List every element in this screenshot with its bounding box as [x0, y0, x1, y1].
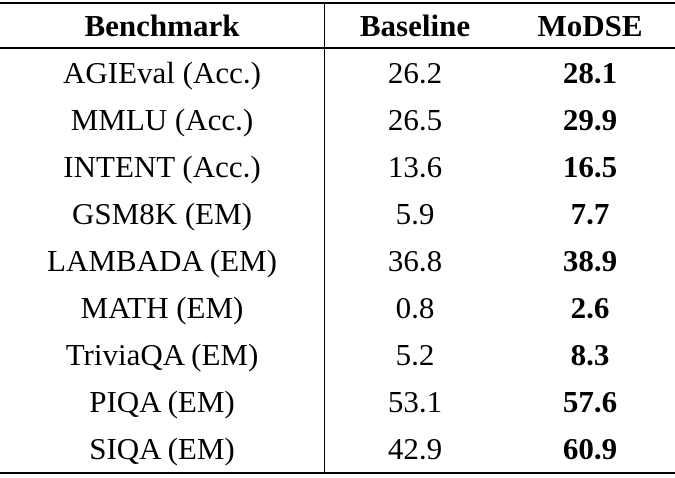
modse-cell: 29.9	[562, 102, 618, 137]
modse-cell: 7.7	[570, 196, 610, 231]
baseline-cell: 5.9	[395, 196, 435, 231]
benchmark-cell: GSM8K (EM)	[0, 190, 325, 237]
baseline-cell: 36.8	[387, 243, 443, 278]
baseline-cell: 42.9	[387, 431, 443, 466]
table-row: MMLU (Acc.) 26.5 29.9	[0, 96, 675, 143]
modse-cell: 2.6	[570, 290, 610, 325]
header-baseline: Baseline	[359, 8, 471, 43]
header-benchmark: Benchmark	[0, 4, 325, 47]
benchmark-cell: SIQA (EM)	[0, 425, 325, 472]
benchmark-cell: TriviaQA (EM)	[0, 331, 325, 378]
table-row: LAMBADA (EM) 36.8 38.9	[0, 237, 675, 284]
benchmark-cell: PIQA (EM)	[0, 378, 325, 425]
table-row: INTENT (Acc.) 13.6 16.5	[0, 143, 675, 190]
modse-cell: 8.3	[570, 337, 610, 372]
baseline-cell: 26.2	[387, 55, 443, 90]
table-row: MATH (EM) 0.8 2.6	[0, 284, 675, 331]
modse-cell: 38.9	[562, 243, 618, 278]
benchmark-cell: MMLU (Acc.)	[0, 96, 325, 143]
table-row: TriviaQA (EM) 5.2 8.3	[0, 331, 675, 378]
benchmark-cell: INTENT (Acc.)	[0, 143, 325, 190]
baseline-cell: 26.5	[387, 102, 443, 137]
table-row: PIQA (EM) 53.1 57.6	[0, 378, 675, 425]
benchmark-cell: MATH (EM)	[0, 284, 325, 331]
modse-cell: 57.6	[562, 384, 618, 419]
baseline-cell: 5.2	[395, 337, 435, 372]
modse-cell: 28.1	[562, 55, 618, 90]
table-row: SIQA (EM) 42.9 60.9	[0, 425, 675, 472]
modse-cell: 16.5	[562, 149, 618, 184]
benchmark-cell: LAMBADA (EM)	[0, 237, 325, 284]
modse-cell: 60.9	[562, 431, 618, 466]
baseline-cell: 13.6	[387, 149, 443, 184]
table-row: GSM8K (EM) 5.9 7.7	[0, 190, 675, 237]
baseline-cell: 53.1	[387, 384, 443, 419]
table-header-row: Benchmark Baseline MoDSE	[0, 4, 675, 49]
header-modse: MoDSE	[537, 8, 643, 43]
benchmark-cell: AGIEval (Acc.)	[0, 49, 325, 96]
table-row: AGIEval (Acc.) 26.2 28.1	[0, 49, 675, 96]
baseline-cell: 0.8	[395, 290, 435, 325]
